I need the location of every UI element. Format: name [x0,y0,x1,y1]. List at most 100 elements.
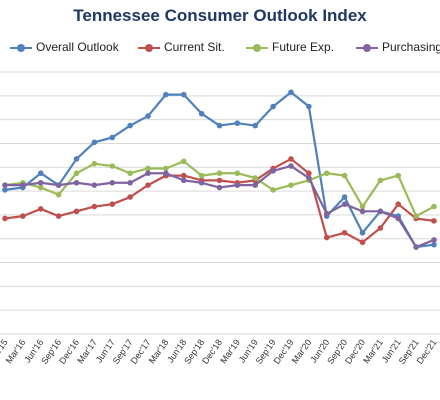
data-point [127,170,133,177]
data-point [145,182,151,188]
data-point [395,172,402,179]
data-point [163,165,169,172]
legend-label: Overall Outlook [36,40,119,54]
data-point [359,239,366,246]
legend-label: Future Exp. [272,40,335,54]
legend-label: Current Sit. [164,40,225,54]
data-point [395,201,402,207]
data-point [37,184,44,191]
data-point [2,182,8,188]
data-point [234,120,241,127]
series-line [4,91,435,249]
data-point [91,160,98,167]
data-point [109,163,116,169]
data-point [341,194,348,200]
chart-title: Tennessee Consumer Outlook Index [73,6,367,25]
data-point [234,170,241,177]
legend-swatch [10,43,32,53]
data-point [252,182,259,188]
data-point [323,210,330,217]
data-point [306,175,312,181]
data-point [2,187,8,193]
data-point [341,172,348,179]
data-point [216,170,223,177]
data-point [127,179,133,186]
x-axis-tick-labels: Dec'15Mar'16Jun'16Sep'16Dec'16Mar'17Jun'… [0,337,439,365]
data-point [91,203,98,210]
data-point [145,170,151,177]
data-point [377,177,384,184]
data-point [377,208,384,215]
data-point [288,163,294,169]
data-point [431,203,437,210]
data-point [306,103,312,110]
data-point [73,179,80,186]
data-point [395,215,402,222]
data-point [413,244,419,250]
data-point [288,182,294,188]
data-point [306,170,312,177]
legend-item: Future Exp. [246,40,334,54]
data-point [323,170,330,177]
legend-item: Overall Outlook [10,40,119,54]
data-point [431,218,437,224]
data-point [270,187,276,193]
legend-item: Purchasing [356,40,440,54]
series-3 [2,158,437,219]
data-point [198,179,205,186]
data-point [252,175,259,181]
gridlines [0,71,440,335]
data-point [359,208,366,215]
data-point [109,134,116,141]
legend-label: Purchasing [382,40,440,54]
data-point [180,158,187,165]
data-point [216,122,223,129]
data-point [341,229,348,236]
data-point [323,234,330,241]
data-point [145,113,151,119]
data-point [73,170,80,177]
series-2 [2,156,437,246]
legend-swatch [246,43,268,53]
data-point [73,208,80,215]
legend-swatch [356,43,378,53]
data-point [2,215,8,222]
data-point [163,170,169,177]
data-point [163,91,169,98]
legend: Overall Outlook Current Sit. Future Exp. Pu… [10,40,440,58]
data-point [270,168,276,174]
data-point [20,213,26,219]
data-point [37,170,44,177]
data-point [288,156,294,162]
data-point [91,182,98,188]
data-point [234,182,241,188]
data-point [359,203,366,210]
data-point [109,201,116,207]
data-point [127,194,133,200]
data-point [37,206,44,212]
data-point [127,122,133,129]
data-point [377,225,384,231]
data-point [145,165,151,172]
data-point [216,184,223,191]
data-point [431,241,437,248]
data-point [359,229,366,236]
legend-item: Current Sit. [138,40,225,54]
series-1 [2,89,437,250]
series-lines [2,89,437,250]
data-point [73,156,80,162]
data-point [288,89,294,96]
data-point [20,182,26,188]
data-point [270,103,276,110]
data-point [109,179,116,186]
data-point [55,182,62,188]
data-point [198,110,205,117]
data-point [91,139,98,146]
data-point [216,177,223,184]
data-point [55,191,62,198]
series-4 [2,163,437,250]
data-point [180,172,187,179]
data-point [55,213,62,219]
data-point [180,177,187,184]
